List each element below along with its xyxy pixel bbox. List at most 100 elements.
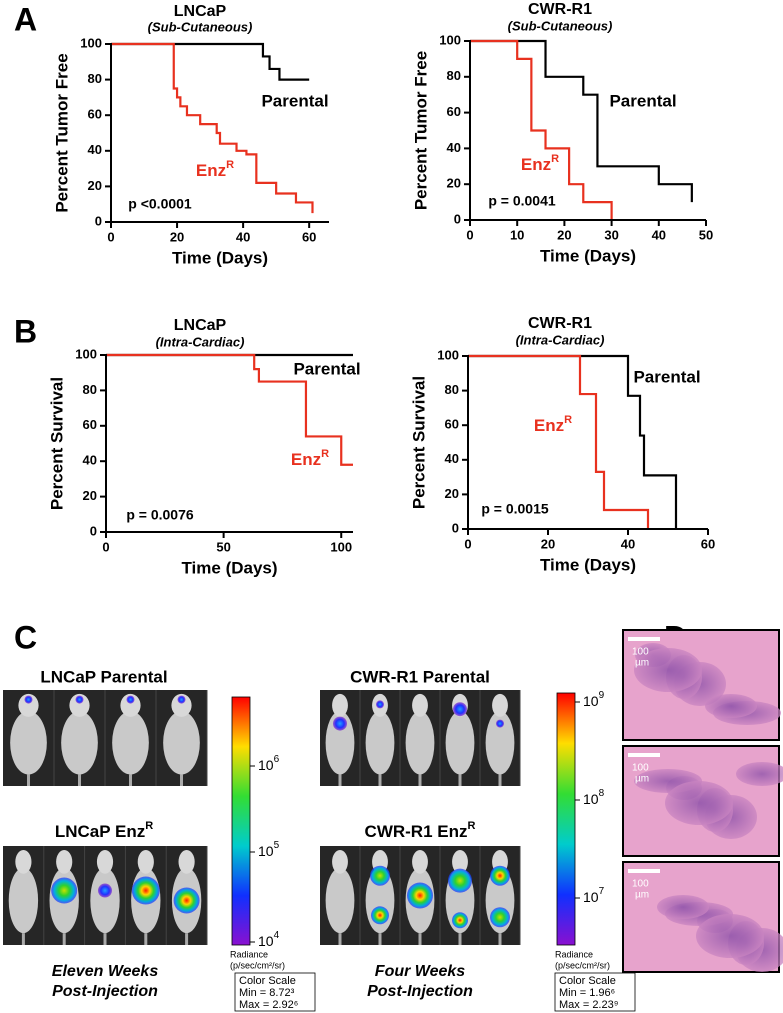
mouse-head: [412, 849, 428, 874]
y-tick-label: 40: [447, 140, 461, 155]
y-axis-label: Percent Survival: [409, 376, 428, 509]
image-title: CWR-R1 EnzR: [365, 820, 476, 842]
histology-cells: [665, 781, 733, 825]
y-tick-label: 100: [437, 347, 459, 362]
mouse-body: [163, 711, 200, 775]
mouse-body: [112, 711, 149, 775]
y-axis-label: Percent Tumor Free: [52, 53, 71, 212]
x-tick-label: 10: [510, 227, 524, 242]
x-tick-label: 0: [102, 539, 109, 554]
y-tick-label: 60: [83, 417, 97, 432]
histology-cells: [705, 694, 757, 718]
chart-title: CWR-R1: [528, 315, 592, 332]
colorbar-tick-label-sup: 8: [599, 788, 605, 799]
colorbar-tick-label: 106: [258, 754, 280, 773]
mouse-head: [412, 693, 428, 717]
signal: [173, 887, 200, 914]
y-tick-label: 80: [447, 68, 461, 83]
x-tick-label: 20: [541, 536, 555, 551]
x-tick-label: 0: [107, 229, 114, 244]
mouse-body: [8, 867, 39, 934]
y-tick-label: 20: [88, 178, 102, 193]
colorbar-unit: (p/sec/cm²/sr): [230, 960, 285, 970]
image-caption: Post-Injection: [367, 983, 473, 1000]
p-value: p = 0.0076: [126, 507, 194, 523]
x-tick-label: 40: [236, 229, 250, 244]
colorbar-tick-label: 109: [583, 690, 605, 709]
mouse-head: [332, 849, 348, 874]
scale-value: 100: [632, 879, 649, 890]
colorbar-tick-label-sup: 9: [599, 690, 605, 701]
mouse-body: [90, 867, 120, 934]
x-tick-label: 20: [557, 227, 571, 242]
scale-value: 100: [632, 647, 649, 658]
signal: [452, 912, 468, 929]
scale-box-text: Max = 2.23⁹: [559, 999, 618, 1011]
colorbar-label: Radiance: [555, 949, 593, 959]
scale-box-text: Min = 8.72³: [239, 987, 295, 999]
mouse-body: [10, 711, 47, 775]
y-axis-label: Percent Survival: [47, 377, 66, 510]
x-tick-label: 100: [330, 539, 352, 554]
series-label-sup: R: [564, 414, 572, 426]
series-label: EnzR: [534, 414, 572, 436]
signal: [333, 716, 347, 731]
series-label: EnzR: [196, 159, 234, 181]
survival-curve: [111, 42, 310, 81]
series-label: EnzR: [291, 448, 329, 470]
mouse-head: [120, 693, 141, 717]
signal: [131, 876, 160, 905]
x-tick-label: 0: [466, 227, 473, 242]
y-tick-label: 20: [83, 488, 97, 503]
panel-label: B: [14, 313, 37, 349]
mouse-head: [96, 849, 114, 874]
chart-subtitle: (Sub-Cutaneous): [148, 19, 253, 34]
colorbar-tick-label-base: 10: [583, 889, 599, 905]
image-caption: Four Weeks: [375, 963, 466, 980]
mouse-head: [137, 849, 154, 874]
signal: [24, 695, 33, 704]
y-tick-label: 100: [75, 346, 97, 361]
series-label: Parental: [293, 359, 360, 378]
x-tick-label: 0: [464, 536, 471, 551]
y-tick-label: 60: [447, 104, 461, 119]
signal: [453, 702, 467, 717]
y-tick-label: 0: [454, 211, 461, 226]
y-tick-label: 100: [80, 35, 102, 50]
signal: [490, 907, 510, 928]
histology-cells: [736, 762, 783, 786]
x-axis-label: Time (Days): [181, 558, 277, 577]
x-tick-label: 30: [604, 227, 618, 242]
colorbar-tick-label-base: 10: [583, 791, 599, 807]
scale-box-text: Color Scale: [559, 975, 616, 987]
y-tick-label: 0: [95, 213, 102, 228]
colorbar-tick-label: 105: [258, 840, 280, 859]
x-tick-label: 60: [302, 229, 316, 244]
x-tick-label: 20: [170, 229, 184, 244]
colorbar: [231, 696, 251, 946]
survival-curve: [468, 354, 678, 529]
chart-subtitle: (Intra-Cardiac): [156, 334, 245, 349]
signal: [490, 865, 510, 886]
y-tick-label: 40: [445, 451, 459, 466]
series-label: Parental: [633, 367, 700, 386]
signal: [177, 695, 186, 704]
mouse-body: [325, 867, 355, 934]
histology-cells: [696, 914, 764, 958]
chart-title: CWR-R1: [528, 1, 592, 18]
scale-unit: µm: [635, 774, 649, 785]
series-label: Parental: [261, 91, 328, 110]
mouse-head: [452, 849, 468, 874]
mouse-body: [365, 711, 395, 775]
y-tick-label: 40: [88, 142, 102, 157]
scale-box: [554, 972, 636, 1012]
histology-cells: [657, 895, 709, 919]
signal: [370, 865, 390, 886]
survival-curve: [468, 354, 650, 529]
colorbar-tick-label-sup: 6: [274, 754, 280, 765]
colorbar-tick-label-base: 10: [258, 843, 274, 859]
mouse-head: [15, 849, 32, 874]
mouse-head: [69, 693, 90, 717]
x-axis-label: Time (Days): [540, 555, 636, 574]
